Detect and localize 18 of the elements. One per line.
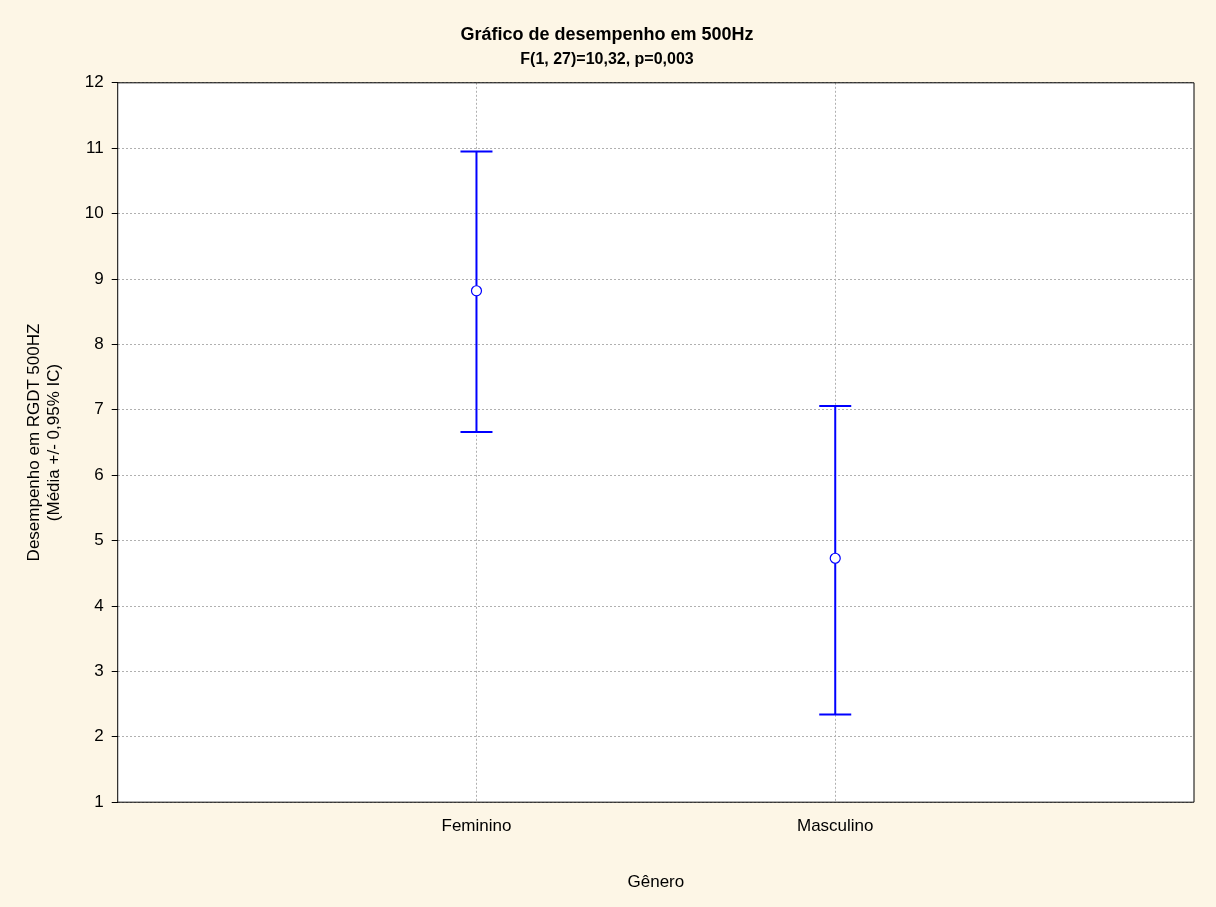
y-tick-label: 11 [86, 137, 104, 157]
y-tick-label: 8 [94, 334, 104, 354]
y-tick-label: 1 [94, 791, 104, 811]
y-tick-label: 9 [94, 268, 104, 288]
chart-title: Gráfico de desempenho em 500Hz [460, 23, 754, 44]
y-tick-label: 3 [94, 661, 104, 681]
y-tick-label: 7 [94, 399, 104, 419]
y-tick-label: 5 [94, 530, 104, 550]
y-tick-label: 4 [94, 595, 104, 615]
chart-subtitle: F(1, 27)=10,32, p=0,003 [520, 49, 694, 67]
x-axis-title: Gênero [627, 872, 685, 892]
y-tick-label: 2 [94, 726, 104, 746]
y-tick-label: 12 [84, 72, 104, 92]
y-axis-title: Desempenho em RGDT 500HZ (Média +/- 0,95% IC) [23, 323, 64, 562]
x-tick-label: Masculino [796, 816, 874, 836]
x-tick-label: Feminino [441, 816, 512, 836]
y-tick-label: 6 [94, 464, 104, 484]
y-tick-label: 10 [84, 203, 104, 223]
